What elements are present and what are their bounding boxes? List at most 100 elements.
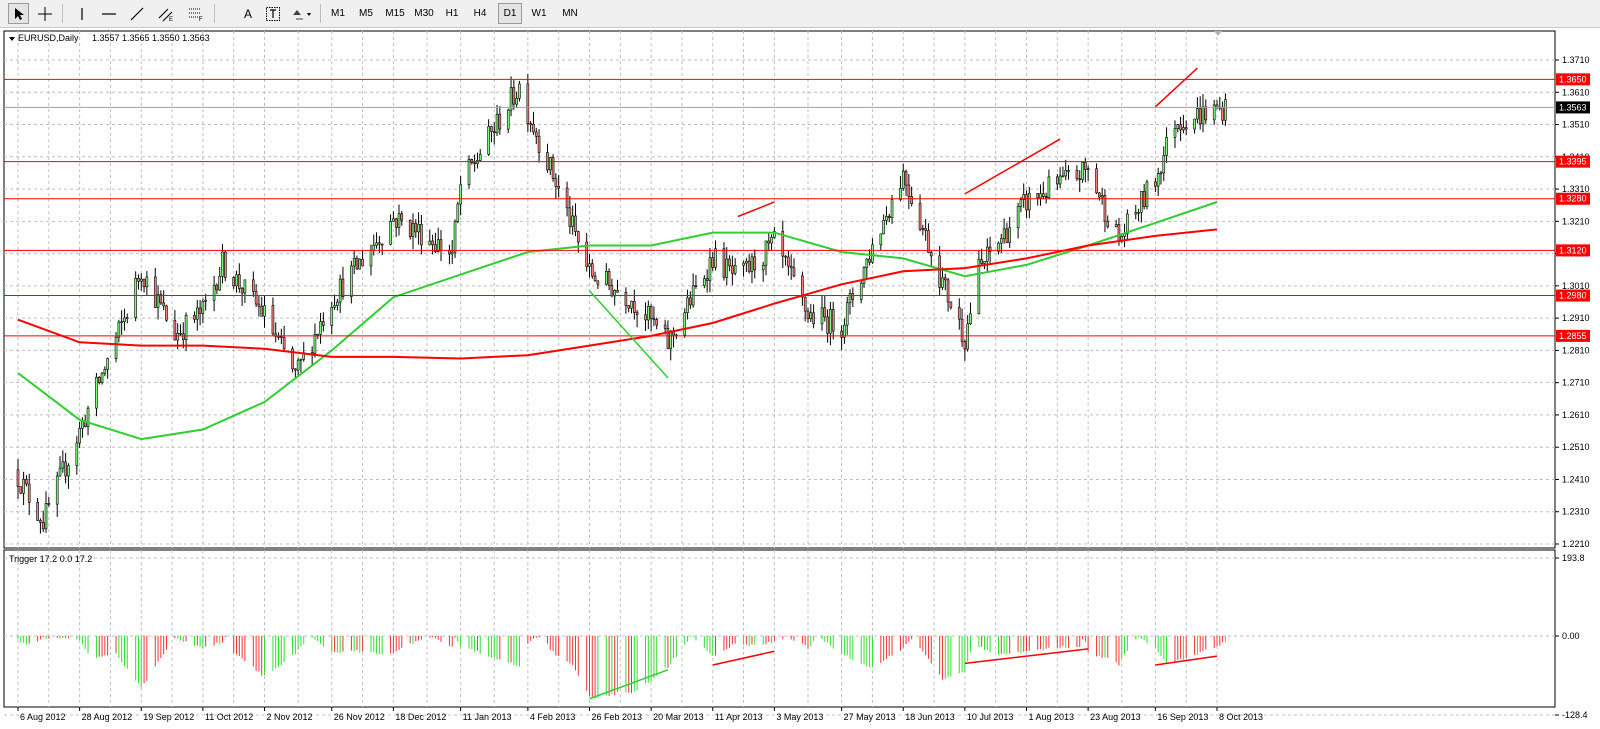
price-tick-label: 1.2910 <box>1562 313 1590 323</box>
candle-body <box>859 282 863 300</box>
timeframe-d1-button[interactable]: D1 <box>498 3 522 24</box>
arrows-dropdown-button[interactable] <box>288 3 316 24</box>
candle-body <box>554 178 558 187</box>
text-label-button[interactable] <box>262 3 284 24</box>
candle-body <box>588 263 591 267</box>
timeframe-m1-button[interactable]: M1 <box>331 8 345 19</box>
candle-body <box>400 213 404 221</box>
candle-body <box>61 461 65 469</box>
cursor-tool-button[interactable] <box>8 3 29 24</box>
candle-body <box>551 157 555 179</box>
candle-body <box>173 319 177 341</box>
candle-body <box>352 257 356 267</box>
candle-body <box>490 126 493 132</box>
candle-body <box>41 522 45 530</box>
candle-body <box>848 293 852 304</box>
svg-text:E: E <box>169 17 173 22</box>
candle-body <box>980 259 983 264</box>
candle-body <box>162 302 165 307</box>
candle-body <box>537 135 541 153</box>
candle-body <box>845 302 849 326</box>
indicator-trend-line <box>589 669 669 700</box>
candle-body <box>960 318 964 342</box>
candle-body <box>616 290 619 293</box>
candle-body <box>770 237 773 244</box>
candle-body <box>1058 175 1062 185</box>
last-price-tag <box>1556 101 1590 114</box>
timeframe-h4-button[interactable]: H4 <box>473 8 487 19</box>
date-tick-label: 26 Nov 2012 <box>334 712 385 722</box>
timeframe-w1-button[interactable]: W1 <box>531 8 547 19</box>
candle-body <box>1008 227 1011 243</box>
timeframe-h1-button[interactable]: H1 <box>445 8 459 19</box>
candle-body <box>453 221 457 253</box>
level-price-tag <box>1556 329 1590 342</box>
candle-body <box>963 341 967 350</box>
candle-body <box>787 256 790 267</box>
candle-body <box>103 368 107 374</box>
chart-area[interactable]: 1.37101.36101.35101.34101.33101.32101.31… <box>0 27 1600 729</box>
toolbar-separator <box>214 4 215 23</box>
date-tick-label: 28 Aug 2012 <box>82 712 133 722</box>
candle-body <box>448 250 451 255</box>
candle-body <box>369 249 373 267</box>
candle-body <box>221 251 224 277</box>
timeframe-m30-button[interactable]: M30 <box>414 8 434 19</box>
candle-body <box>1134 212 1138 215</box>
candle-body <box>1036 192 1040 199</box>
candle-body <box>1081 162 1084 180</box>
level-price-label: 1.2980 <box>1559 291 1587 301</box>
date-tick-label: 2 Nov 2012 <box>267 712 313 722</box>
candle-body <box>291 348 294 370</box>
timeframe-m15-button[interactable]: M15 <box>385 8 405 19</box>
timeframe-m5-button[interactable]: M5 <box>359 8 373 19</box>
candle-body <box>1179 124 1182 131</box>
candle-body <box>747 260 751 272</box>
candle-body <box>123 317 126 322</box>
candle-body <box>434 244 437 252</box>
chart-shift-marker <box>1214 31 1222 36</box>
candle-body <box>941 277 944 288</box>
horizontal-line-button[interactable] <box>98 3 120 24</box>
candle-body <box>728 258 731 267</box>
candle-body <box>1221 106 1224 121</box>
candle-body <box>439 239 443 251</box>
candle-body <box>195 307 199 320</box>
candle-body <box>1103 195 1107 222</box>
candle-body <box>165 305 168 321</box>
equidistant-channel-button[interactable]: E <box>154 3 178 24</box>
level-price-tag <box>1556 73 1590 86</box>
price-tick-label: 1.3510 <box>1562 120 1590 130</box>
candle-body <box>809 312 813 319</box>
candle-body <box>1145 181 1149 207</box>
candle-body <box>1064 170 1068 177</box>
vertical-line-button[interactable] <box>72 3 92 24</box>
fibonacci-button[interactable]: F <box>184 3 208 24</box>
candle-body <box>1201 106 1205 125</box>
candle-body <box>789 265 793 269</box>
candle-body <box>313 334 317 354</box>
candle-body <box>389 221 392 245</box>
text-tool-button[interactable]: A <box>243 6 252 21</box>
candle-body <box>725 258 729 278</box>
candle-body <box>478 154 482 161</box>
level-price-label: 1.2855 <box>1559 331 1587 341</box>
candle-body <box>358 258 362 270</box>
candle-body <box>1067 170 1070 172</box>
candle-body <box>240 288 244 294</box>
crosshair-tool-button[interactable] <box>34 3 56 24</box>
candle-body <box>806 310 810 319</box>
candle-body <box>515 97 518 105</box>
candle-body <box>44 503 48 530</box>
candle-body <box>319 321 322 335</box>
candle-body <box>574 215 577 232</box>
timeframe-mn-button[interactable]: MN <box>562 8 578 19</box>
candle-body <box>22 479 25 494</box>
candle-body <box>512 87 516 105</box>
date-tick-label: 11 Oct 2012 <box>205 712 253 722</box>
trendline-button[interactable] <box>126 3 148 24</box>
price-tick-label: 1.3710 <box>1562 55 1590 65</box>
indicator-header: Trigger 17.2 0.0 17.2 <box>9 554 92 564</box>
candle-body <box>509 87 513 111</box>
candle-body <box>372 245 376 251</box>
